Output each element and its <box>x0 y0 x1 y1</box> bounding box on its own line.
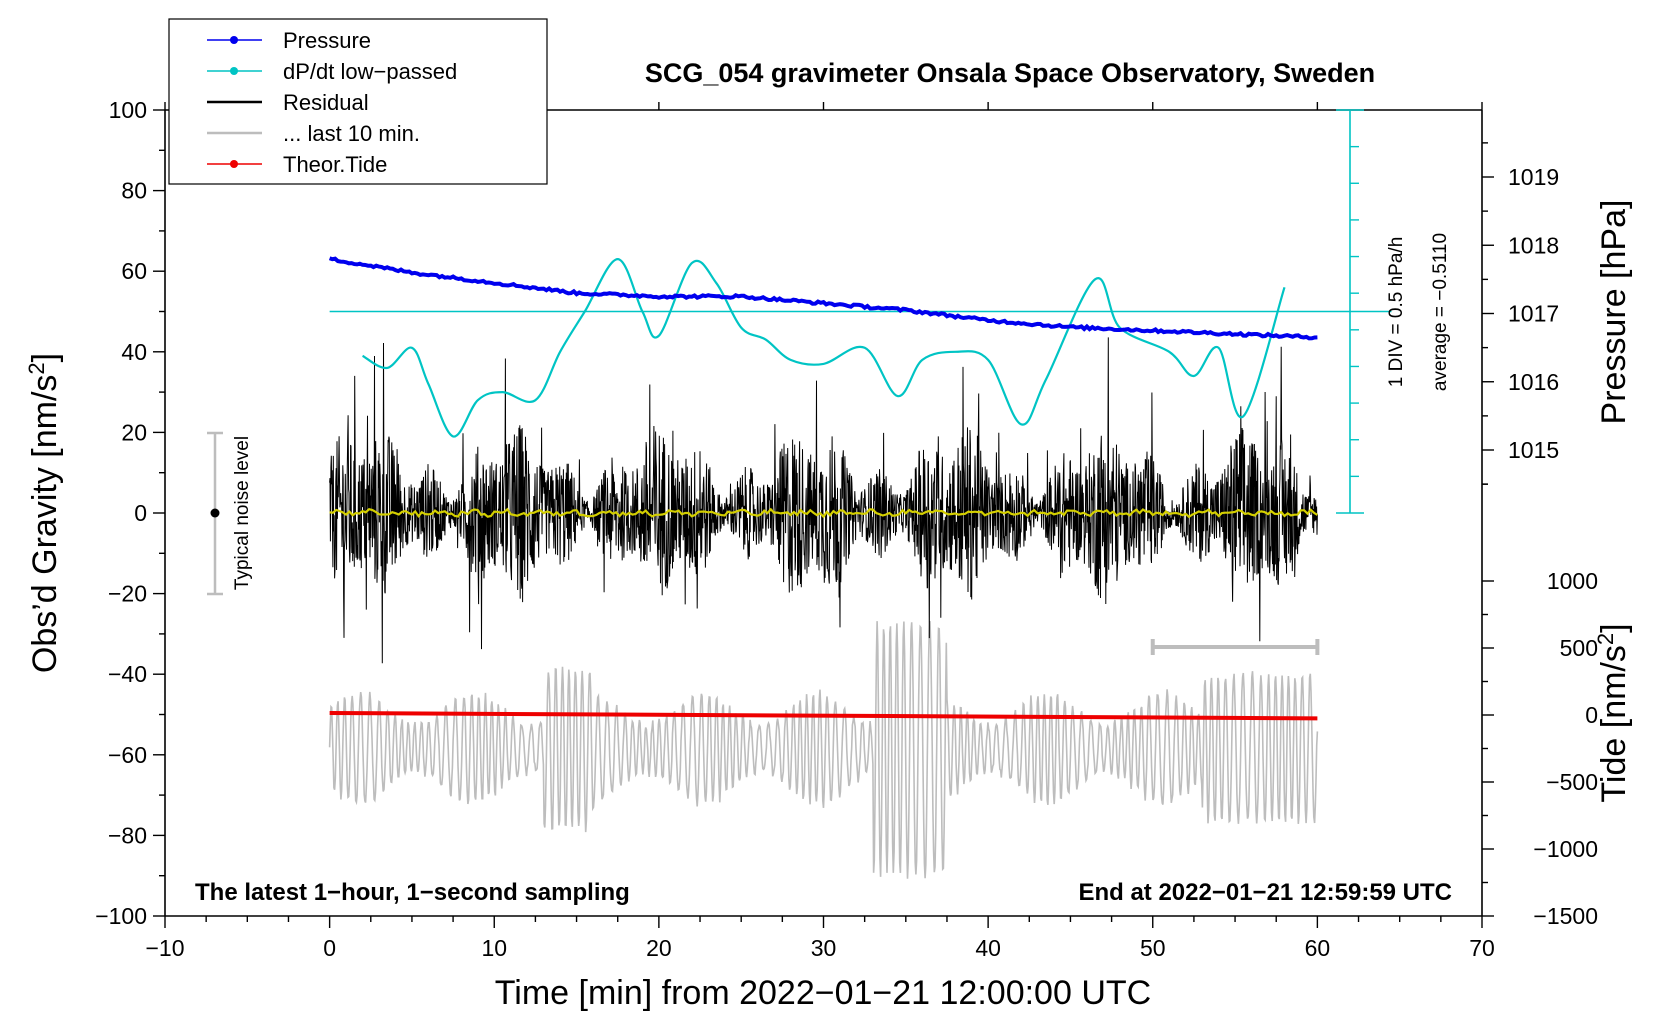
y-tick-label: −80 <box>108 822 147 848</box>
legend-label: Theor.Tide <box>283 152 387 177</box>
data-layer <box>328 256 1392 879</box>
x-tick-label: 0 <box>323 935 336 961</box>
legend-label: Pressure <box>283 28 371 53</box>
tide-axis-title-end: ] <box>1595 623 1633 632</box>
y-tick-label: 20 <box>121 419 147 445</box>
chart-title: SCG_054 gravimeter Onsala Space Observat… <box>645 58 1375 88</box>
tide-tick-label: −500 <box>1546 769 1598 795</box>
tide-tick-label: 1000 <box>1547 568 1598 594</box>
axes-layer: −10 0 10 20 30 40 50 60 70100806040200−20−40−60−… <box>95 97 1598 961</box>
tide-axis-title-main: Tide [nm/s <box>1595 645 1633 802</box>
tide-tick-label: −1000 <box>1533 836 1598 862</box>
y-tick-label: −60 <box>108 742 147 768</box>
y-axis-title: Obs’d Gravity [nm/s2] <box>24 353 65 673</box>
y-axis-title-end: ] <box>26 353 64 362</box>
x-tick-label: 20 <box>646 935 672 961</box>
dpdt-average-label: average = −0.5110 <box>1430 233 1451 391</box>
residual-line <box>329 337 1318 664</box>
dpdt-series-line <box>361 257 1286 438</box>
tide-tick-label: −1500 <box>1533 903 1598 929</box>
legend: Pressure dP/dt low−passed Residual ... last… <box>168 18 548 185</box>
tide-tick-label: 500 <box>1560 635 1598 661</box>
legend-swatch-marker <box>230 67 238 75</box>
y-tick-label: −20 <box>108 581 147 607</box>
legend-swatch-marker <box>230 36 238 44</box>
pressure-tick-label: 1019 <box>1508 164 1559 190</box>
end-time-annotation: End at 2022−01−21 12:59:59 UTC <box>1078 879 1452 906</box>
tide-axis-title-sup: 2 <box>1593 633 1618 645</box>
x-tick-label: 60 <box>1305 935 1331 961</box>
y-tick-label: 80 <box>121 178 147 204</box>
x-tick-label: 40 <box>975 935 1001 961</box>
pressure-tick-label: 1016 <box>1508 369 1559 395</box>
legend-label: ... last 10 min. <box>283 121 420 146</box>
noise-level-dot <box>210 508 220 518</box>
y-tick-label: 40 <box>121 339 147 365</box>
pressure-axis-title: Pressure [hPa] <box>1595 200 1633 425</box>
last-10-min-line <box>328 621 1319 879</box>
legend-label: dP/dt low−passed <box>283 59 457 84</box>
x-tick-label: 30 <box>811 935 837 961</box>
x-axis-title: Time [min] from 2022−01−21 12:00:00 UTC <box>495 974 1151 1012</box>
x-tick-label: −10 <box>145 935 184 961</box>
pressure-series-line <box>328 256 1318 341</box>
legend-label: Residual <box>283 90 369 115</box>
y-axis-title-main: Obs’d Gravity [nm/s <box>26 375 64 674</box>
dpdt-scale-label: 1 DIV = 0.5 hPa/h <box>1386 237 1407 388</box>
x-tick-label: 50 <box>1140 935 1166 961</box>
pressure-tick-label: 1017 <box>1508 301 1559 327</box>
legend-swatch-marker <box>230 160 238 168</box>
y-tick-label: 100 <box>109 97 147 123</box>
y-tick-label: −100 <box>95 903 147 929</box>
sampling-annotation: The latest 1−hour, 1−second sampling <box>195 879 630 906</box>
x-tick-label: 70 <box>1469 935 1495 961</box>
tide-tick-label: 0 <box>1585 702 1598 728</box>
pressure-tick-label: 1015 <box>1508 437 1559 463</box>
y-axis-title-sup: 2 <box>24 362 49 374</box>
x-tick-label: 10 <box>481 935 507 961</box>
residual-lowpass-line <box>329 507 1318 519</box>
y-tick-label: 0 <box>134 500 147 526</box>
pressure-tick-label: 1018 <box>1508 232 1559 258</box>
y-tick-label: −40 <box>108 661 147 687</box>
legend-items: Pressure dP/dt low−passed Residual ... last… <box>207 28 457 177</box>
y-tick-label: 60 <box>121 258 147 284</box>
tide-axis-title: Tide [nm/s2] <box>1593 623 1634 802</box>
noise-level-label: Typical noise level <box>232 436 253 590</box>
theor-tide-line <box>329 710 1318 721</box>
